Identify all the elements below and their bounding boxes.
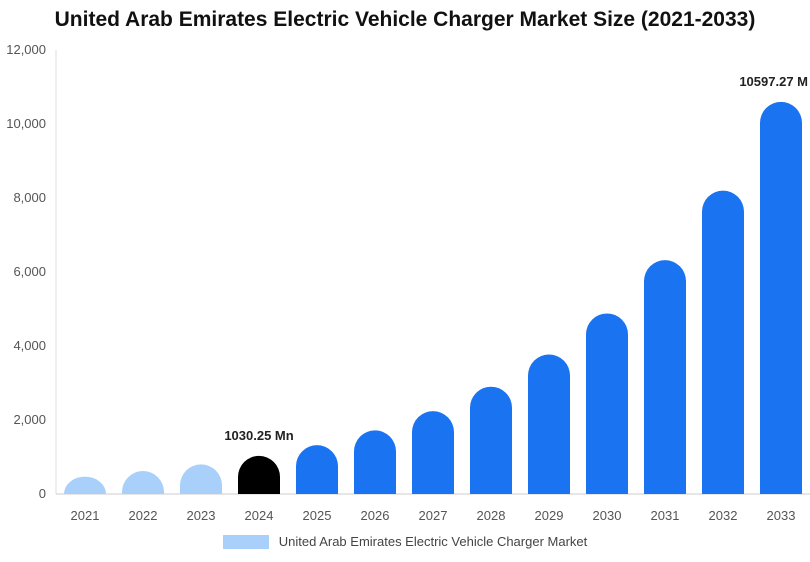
bars-group bbox=[64, 101, 802, 495]
x-tick-label: 2030 bbox=[593, 508, 622, 523]
x-tick-label: 2033 bbox=[767, 508, 796, 523]
legend: United Arab Emirates Electric Vehicle Ch… bbox=[0, 534, 810, 549]
data-label: 10597.27 M bbox=[739, 74, 808, 89]
bar-2029 bbox=[528, 354, 570, 494]
x-tick-label: 2022 bbox=[129, 508, 158, 523]
bar-2028 bbox=[470, 386, 512, 494]
x-tick-label: 2024 bbox=[245, 508, 274, 523]
bar-2033 bbox=[760, 101, 802, 495]
y-tick-label: 12,000 bbox=[6, 42, 46, 57]
bar-2027 bbox=[412, 411, 454, 494]
x-tick-label: 2023 bbox=[187, 508, 216, 523]
bar-2021 bbox=[64, 476, 106, 494]
y-tick-label: 2,000 bbox=[13, 412, 46, 427]
data-labels: 1030.25 Mn 10597.27 M bbox=[224, 74, 808, 443]
legend-label: United Arab Emirates Electric Vehicle Ch… bbox=[278, 534, 588, 549]
x-tick-label: 2027 bbox=[419, 508, 448, 523]
bar-2024 bbox=[238, 455, 280, 494]
data-label: 1030.25 Mn bbox=[224, 428, 293, 443]
chart-title: United Arab Emirates Electric Vehicle Ch… bbox=[54, 8, 756, 31]
x-tick-label: 2025 bbox=[303, 508, 332, 523]
y-axis-ticks: 0 2,000 4,000 6,000 8,000 10,000 12,000 bbox=[6, 42, 46, 501]
x-tick-label: 2026 bbox=[361, 508, 390, 523]
legend-swatch bbox=[222, 534, 269, 549]
x-tick-label: 2021 bbox=[71, 508, 100, 523]
bar-2031 bbox=[644, 260, 686, 494]
bar-2023 bbox=[180, 464, 222, 494]
bar-2025 bbox=[296, 445, 338, 494]
bar-2022 bbox=[122, 471, 164, 494]
bar-2030 bbox=[586, 313, 628, 494]
x-axis-ticks: 2021 2022 2023 2024 2025 2026 2027 2028 2029 2030… bbox=[71, 508, 796, 523]
bar-2026 bbox=[354, 430, 396, 494]
x-tick-label: 2032 bbox=[709, 508, 738, 523]
y-tick-label: 8,000 bbox=[13, 190, 46, 205]
y-tick-label: 10,000 bbox=[6, 116, 46, 131]
x-tick-label: 2031 bbox=[651, 508, 680, 523]
y-tick-label: 4,000 bbox=[13, 338, 46, 353]
y-tick-label: 0 bbox=[39, 486, 46, 501]
y-tick-label: 6,000 bbox=[13, 264, 46, 279]
bar-2032 bbox=[702, 190, 744, 494]
x-tick-label: 2029 bbox=[535, 508, 564, 523]
x-tick-label: 2028 bbox=[477, 508, 506, 523]
